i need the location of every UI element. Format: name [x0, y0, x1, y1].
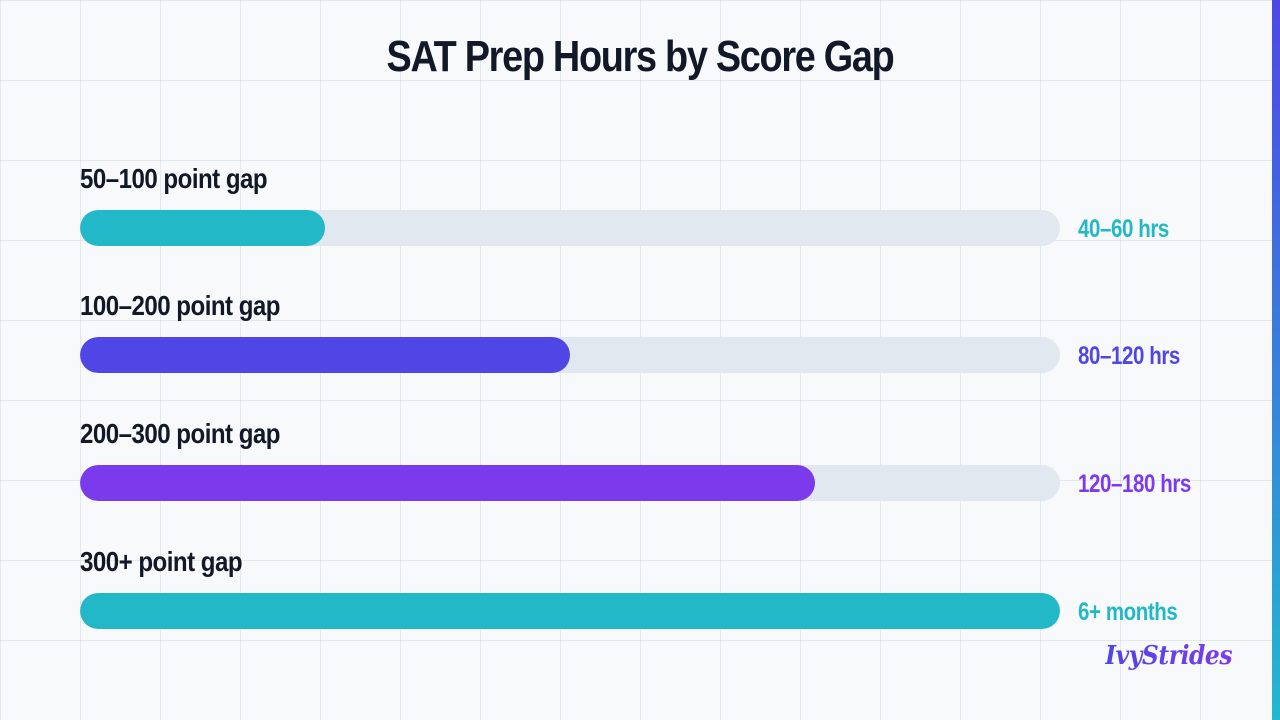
- bar-fill: [80, 337, 570, 373]
- category-label: 50–100 point gap: [80, 163, 268, 194]
- bar-row: 300+ point gap 6+ months: [80, 544, 1220, 654]
- category-label: 300+ point gap: [80, 546, 243, 577]
- bar-track: [80, 337, 1060, 373]
- category-label: 100–200 point gap: [80, 290, 281, 321]
- value-label: 80–120 hrs: [1078, 342, 1180, 370]
- value-label: 6+ months: [1078, 598, 1178, 626]
- bar-fill: [80, 593, 1060, 629]
- bar-fill: [80, 210, 325, 246]
- bar-track: [80, 593, 1060, 629]
- bar-fill: [80, 465, 815, 501]
- category-label: 200–300 point gap: [80, 418, 281, 449]
- bar-track: [80, 210, 1060, 246]
- bar-row: 50–100 point gap 40–60 hrs: [80, 161, 1220, 271]
- accent-strip: [1272, 0, 1280, 720]
- bar-track: [80, 465, 1060, 501]
- value-label: 120–180 hrs: [1078, 470, 1191, 498]
- brand-logo: IvyStrides: [1105, 641, 1232, 671]
- bar-row: 100–200 point gap 80–120 hrs: [80, 288, 1220, 398]
- chart-title: SAT Prep Hours by Score Gap: [386, 32, 895, 81]
- bar-row: 200–300 point gap 120–180 hrs: [80, 416, 1220, 526]
- value-label: 40–60 hrs: [1078, 215, 1169, 243]
